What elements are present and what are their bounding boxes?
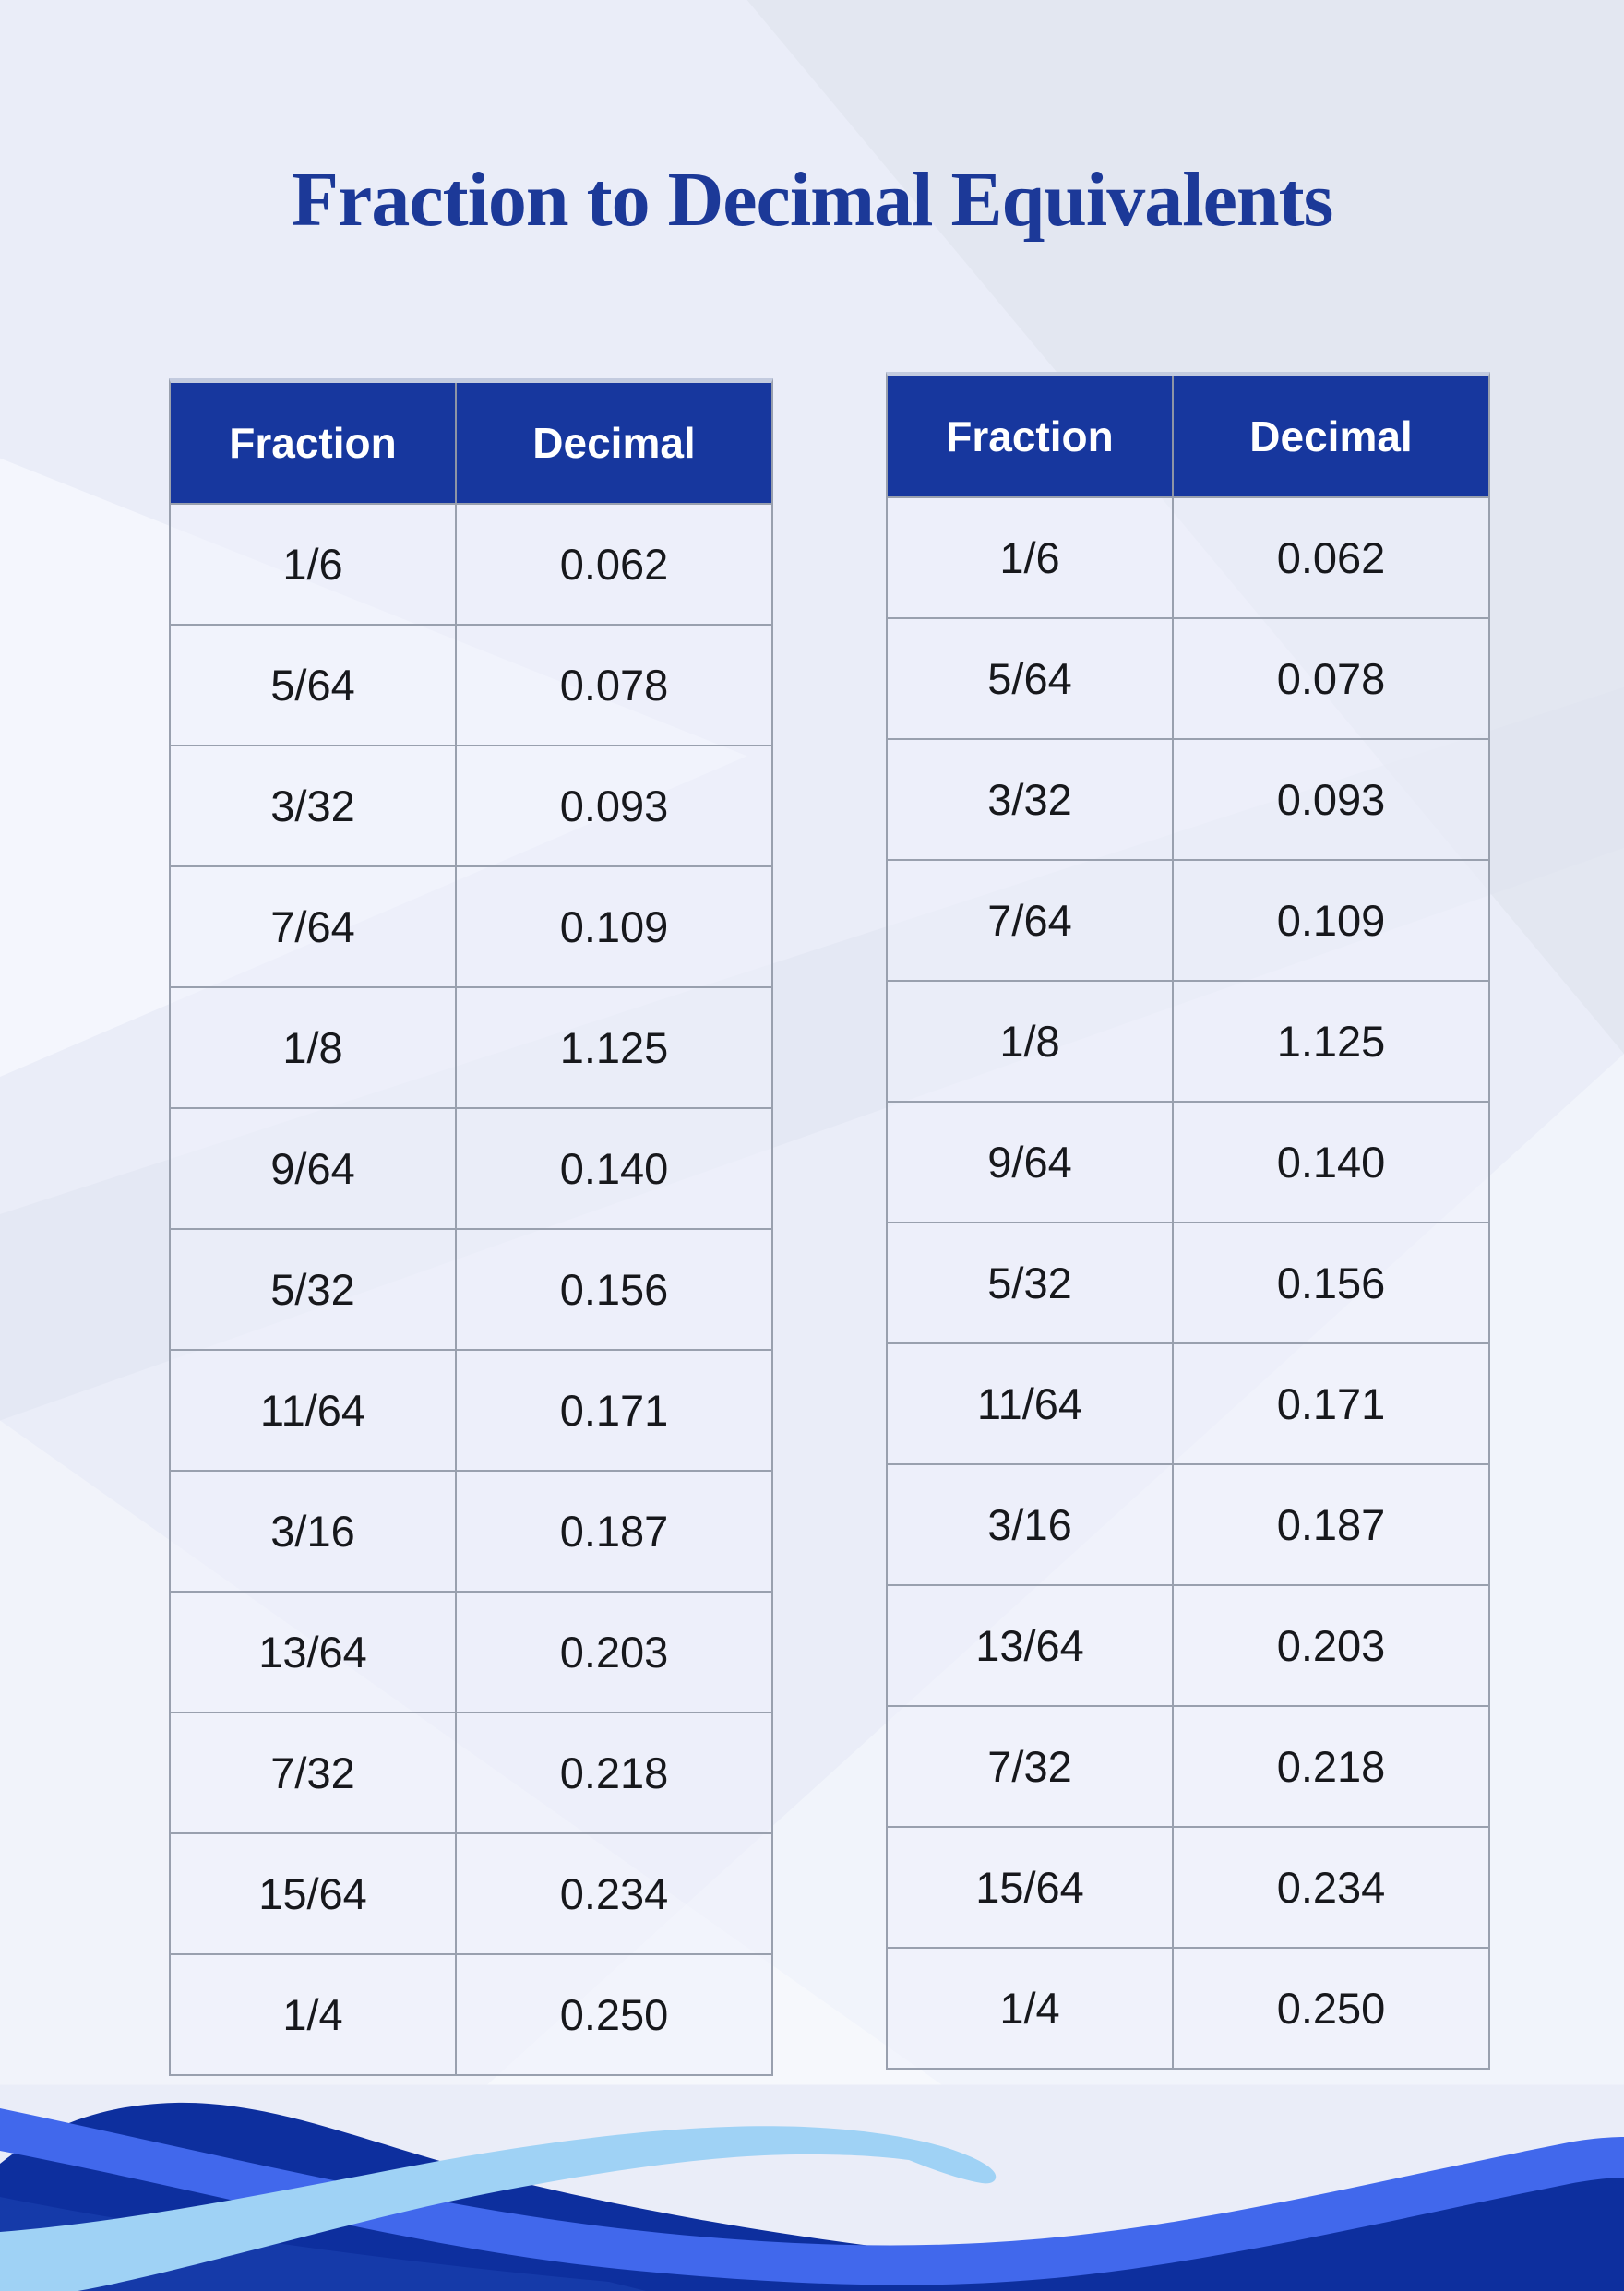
decimal-cell: 1.125: [455, 988, 771, 1107]
fraction-table-left: Fraction Decimal 1/6 0.062 5/64 0.078 3/…: [169, 378, 773, 2076]
fraction-cell: 13/64: [258, 1628, 367, 1676]
fraction-cell: 5/64: [987, 654, 1072, 703]
decimal-cell: 0.218: [1172, 1707, 1488, 1826]
table-body: 1/6 0.062 5/64 0.078 3/32 0.093 7/64 0.1…: [888, 498, 1488, 2068]
fraction-cell: 9/64: [270, 1144, 355, 1193]
decimal-cell: 0.218: [455, 1713, 771, 1832]
fraction-cell: 13/64: [975, 1621, 1084, 1670]
table-row: 13/64 0.203: [171, 1593, 771, 1713]
decimal-cell: 0.140: [455, 1109, 771, 1228]
table-row: 1/8 1.125: [888, 982, 1488, 1103]
decimal-cell: 0.078: [1172, 619, 1488, 738]
table-row: 1/8 1.125: [171, 988, 771, 1109]
fraction-cell: 3/16: [270, 1507, 355, 1556]
decimal-cell: 0.234: [455, 1834, 771, 1953]
wave-decoration: [0, 2102, 1624, 2291]
decimal-cell: 0.093: [1172, 740, 1488, 859]
fraction-cell: 9/64: [987, 1138, 1072, 1187]
fraction-cell: 3/32: [270, 782, 355, 830]
fraction-cell: 1/6: [999, 533, 1060, 582]
fraction-cell: 11/64: [976, 1379, 1083, 1428]
fraction-cell: 11/64: [259, 1386, 366, 1435]
decimal-cell: 0.203: [455, 1593, 771, 1712]
table-row: 1/4 0.250: [888, 1949, 1488, 2068]
table-row: 7/32 0.218: [171, 1713, 771, 1834]
fraction-cell: 1/4: [999, 1984, 1060, 2033]
table-row: 13/64 0.203: [888, 1586, 1488, 1707]
decimal-cell: 0.140: [1172, 1103, 1488, 1222]
fraction-cell: 7/64: [987, 896, 1072, 945]
fraction-cell: 5/64: [270, 661, 355, 710]
decimal-cell: 0.109: [1172, 861, 1488, 980]
table-row: 5/64 0.078: [888, 619, 1488, 740]
table-row: 9/64 0.140: [888, 1103, 1488, 1223]
fraction-cell: 1/4: [282, 1990, 343, 2039]
decimal-cell: 0.234: [1172, 1828, 1488, 1947]
decimal-cell: 0.187: [455, 1472, 771, 1591]
table-row: 1/6 0.062: [888, 498, 1488, 619]
table-row: 7/64 0.109: [888, 861, 1488, 982]
fraction-cell: 7/32: [270, 1748, 355, 1797]
decimal-cell: 0.062: [455, 505, 771, 624]
decimal-cell: 0.187: [1172, 1465, 1488, 1584]
decimal-cell: 0.078: [455, 626, 771, 745]
decimal-cell: 0.203: [1172, 1586, 1488, 1705]
fraction-cell: 3/32: [987, 775, 1072, 824]
table-row: 7/32 0.218: [888, 1707, 1488, 1828]
fraction-cell: 7/64: [270, 902, 355, 951]
table-body: 1/6 0.062 5/64 0.078 3/32 0.093 7/64 0.1…: [171, 505, 771, 2074]
fraction-cell: 1/8: [282, 1023, 343, 1072]
decimal-cell: 0.171: [1172, 1344, 1488, 1463]
decimal-cell: 0.156: [1172, 1223, 1488, 1342]
table-row: 1/6 0.062: [171, 505, 771, 626]
decimal-cell: 0.156: [455, 1230, 771, 1349]
wave-royal-ribbon: [0, 2108, 1624, 2285]
decimal-cell: 1.125: [1172, 982, 1488, 1101]
fraction-cell: 7/32: [987, 1742, 1072, 1791]
table-row: 11/64 0.171: [171, 1351, 771, 1472]
table-header: Fraction Decimal: [171, 383, 771, 505]
table-row: 3/16 0.187: [171, 1472, 771, 1593]
table-row: 5/32 0.156: [171, 1230, 771, 1351]
fraction-column-header: Fraction: [229, 419, 397, 467]
table-row: 9/64 0.140: [171, 1109, 771, 1230]
decimal-cell: 0.093: [455, 746, 771, 865]
decimal-cell: 0.109: [455, 867, 771, 986]
fraction-cell: 1/6: [282, 540, 343, 589]
table-row: 5/64 0.078: [171, 626, 771, 746]
table-row: 5/32 0.156: [888, 1223, 1488, 1344]
wave-light-ribbon: [0, 2126, 997, 2291]
decimal-column-header: Decimal: [1172, 376, 1488, 496]
fraction-cell: 1/8: [999, 1017, 1060, 1066]
table-row: 7/64 0.109: [171, 867, 771, 988]
fraction-cell: 5/32: [270, 1265, 355, 1314]
table-row: 11/64 0.171: [888, 1344, 1488, 1465]
table-row: 3/32 0.093: [888, 740, 1488, 861]
fraction-column-header: Fraction: [946, 412, 1114, 460]
table-row: 15/64 0.234: [171, 1834, 771, 1955]
table-header: Fraction Decimal: [888, 376, 1488, 498]
fraction-cell: 15/64: [258, 1869, 367, 1918]
table-row: 15/64 0.234: [888, 1828, 1488, 1949]
decimal-column-header: Decimal: [455, 383, 771, 503]
table-row: 3/32 0.093: [171, 746, 771, 867]
decimal-cell: 0.250: [1172, 1949, 1488, 2068]
fraction-cell: 5/32: [987, 1259, 1072, 1307]
page-title: Fraction to Decimal Equivalents: [291, 157, 1334, 243]
table-row: 3/16 0.187: [888, 1465, 1488, 1586]
decimal-cell: 0.250: [455, 1955, 771, 2074]
decimal-cell: 0.062: [1172, 498, 1488, 617]
fraction-table-right: Fraction Decimal 1/6 0.062 5/64 0.078 3/…: [886, 372, 1490, 2070]
decimal-cell: 0.171: [455, 1351, 771, 1470]
table-row: 1/4 0.250: [171, 1955, 771, 2074]
fraction-cell: 15/64: [975, 1863, 1084, 1912]
fraction-cell: 3/16: [987, 1500, 1072, 1549]
